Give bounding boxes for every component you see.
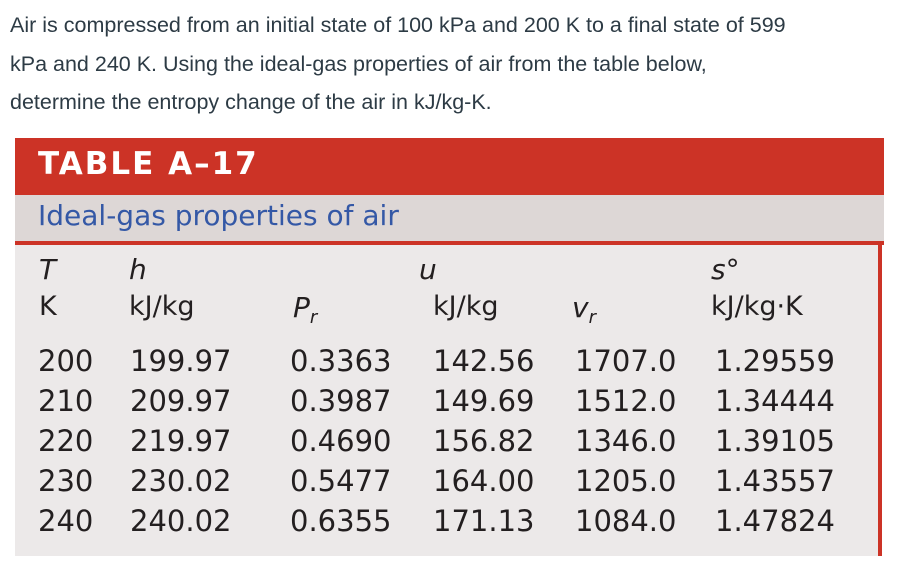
header-vr: vr xyxy=(572,291,596,328)
cell-u: 164.00 xyxy=(433,464,535,498)
header-s-unit: kJ/kg·K xyxy=(711,291,803,322)
header-u-unit: kJ/kg xyxy=(433,291,499,322)
header-T-unit: K xyxy=(39,291,57,322)
header-Pr-subscript: r xyxy=(309,307,318,328)
cell-u: 171.13 xyxy=(433,504,535,538)
table-title-bar: TABLE A–17 xyxy=(15,138,884,195)
property-table: TABLE A–17 Ideal-gas properties of air T… xyxy=(15,138,884,556)
cell-vr: 1707.0 xyxy=(575,344,677,378)
table-row: 230 230.02 0.5477 164.00 1205.0 1.43557 xyxy=(15,464,878,504)
cell-h: 209.97 xyxy=(130,384,232,418)
question-line-2: kPa and 240 K. Using the ideal-gas prope… xyxy=(10,51,707,76)
cell-Pr: 0.3987 xyxy=(290,384,392,418)
cell-vr: 1205.0 xyxy=(575,464,677,498)
cell-vr: 1512.0 xyxy=(575,384,677,418)
cell-T: 220 xyxy=(38,424,94,458)
cell-s: 1.43557 xyxy=(715,464,835,498)
cell-T: 210 xyxy=(38,384,94,418)
cell-Pr: 0.5477 xyxy=(290,464,392,498)
header-vr-symbol: v xyxy=(572,291,589,324)
cell-s: 1.39105 xyxy=(715,424,835,458)
cell-s: 1.29559 xyxy=(715,344,835,378)
table-right-rule xyxy=(878,241,882,556)
header-h: h xyxy=(129,253,147,286)
cell-s: 1.34444 xyxy=(715,384,835,418)
cell-vr: 1346.0 xyxy=(575,424,677,458)
header-vr-subscript: r xyxy=(588,307,596,328)
header-T: T xyxy=(39,253,57,286)
cell-vr: 1084.0 xyxy=(575,504,677,538)
table-top-rule xyxy=(15,241,884,245)
cell-T: 240 xyxy=(38,504,94,538)
cell-Pr: 0.4690 xyxy=(290,424,392,458)
question-line-3: determine the entropy change of the air … xyxy=(10,90,492,114)
table-subtitle: Ideal-gas properties of air xyxy=(38,199,399,232)
header-u: u xyxy=(419,253,437,286)
table-title: TABLE A–17 xyxy=(38,146,259,182)
cell-h: 230.02 xyxy=(130,464,232,498)
cell-s: 1.47824 xyxy=(715,504,835,538)
table-row: 240 240.02 0.6355 171.13 1084.0 1.47824 xyxy=(15,504,878,544)
cell-h: 199.97 xyxy=(130,344,232,378)
header-Pr: Pr xyxy=(293,291,317,328)
table-row: 220 219.97 0.4690 156.82 1346.0 1.39105 xyxy=(15,424,878,464)
question-text: Air is compressed from an initial state … xyxy=(10,6,890,122)
header-h-unit: kJ/kg xyxy=(129,291,195,322)
table-row: 210 209.97 0.3987 149.69 1512.0 1.34444 xyxy=(15,384,878,424)
cell-T: 230 xyxy=(38,464,94,498)
cell-T: 200 xyxy=(38,344,94,378)
cell-u: 156.82 xyxy=(433,424,535,458)
cell-h: 240.02 xyxy=(130,504,232,538)
cell-u: 142.56 xyxy=(433,344,535,378)
cell-h: 219.97 xyxy=(130,424,232,458)
cell-u: 149.69 xyxy=(433,384,535,418)
table-subtitle-bar: Ideal-gas properties of air xyxy=(15,195,884,241)
table-row: 200 199.97 0.3363 142.56 1707.0 1.29559 xyxy=(15,344,878,384)
cell-Pr: 0.3363 xyxy=(290,344,392,378)
header-Pr-symbol: P xyxy=(293,291,310,324)
cell-Pr: 0.6355 xyxy=(290,504,392,538)
table-body: T h u s° K kJ/kg Pr kJ/kg vr kJ/kg·K 200… xyxy=(15,245,878,556)
question-line-1: Air is compressed from an initial state … xyxy=(10,13,786,37)
header-s: s° xyxy=(711,253,740,286)
